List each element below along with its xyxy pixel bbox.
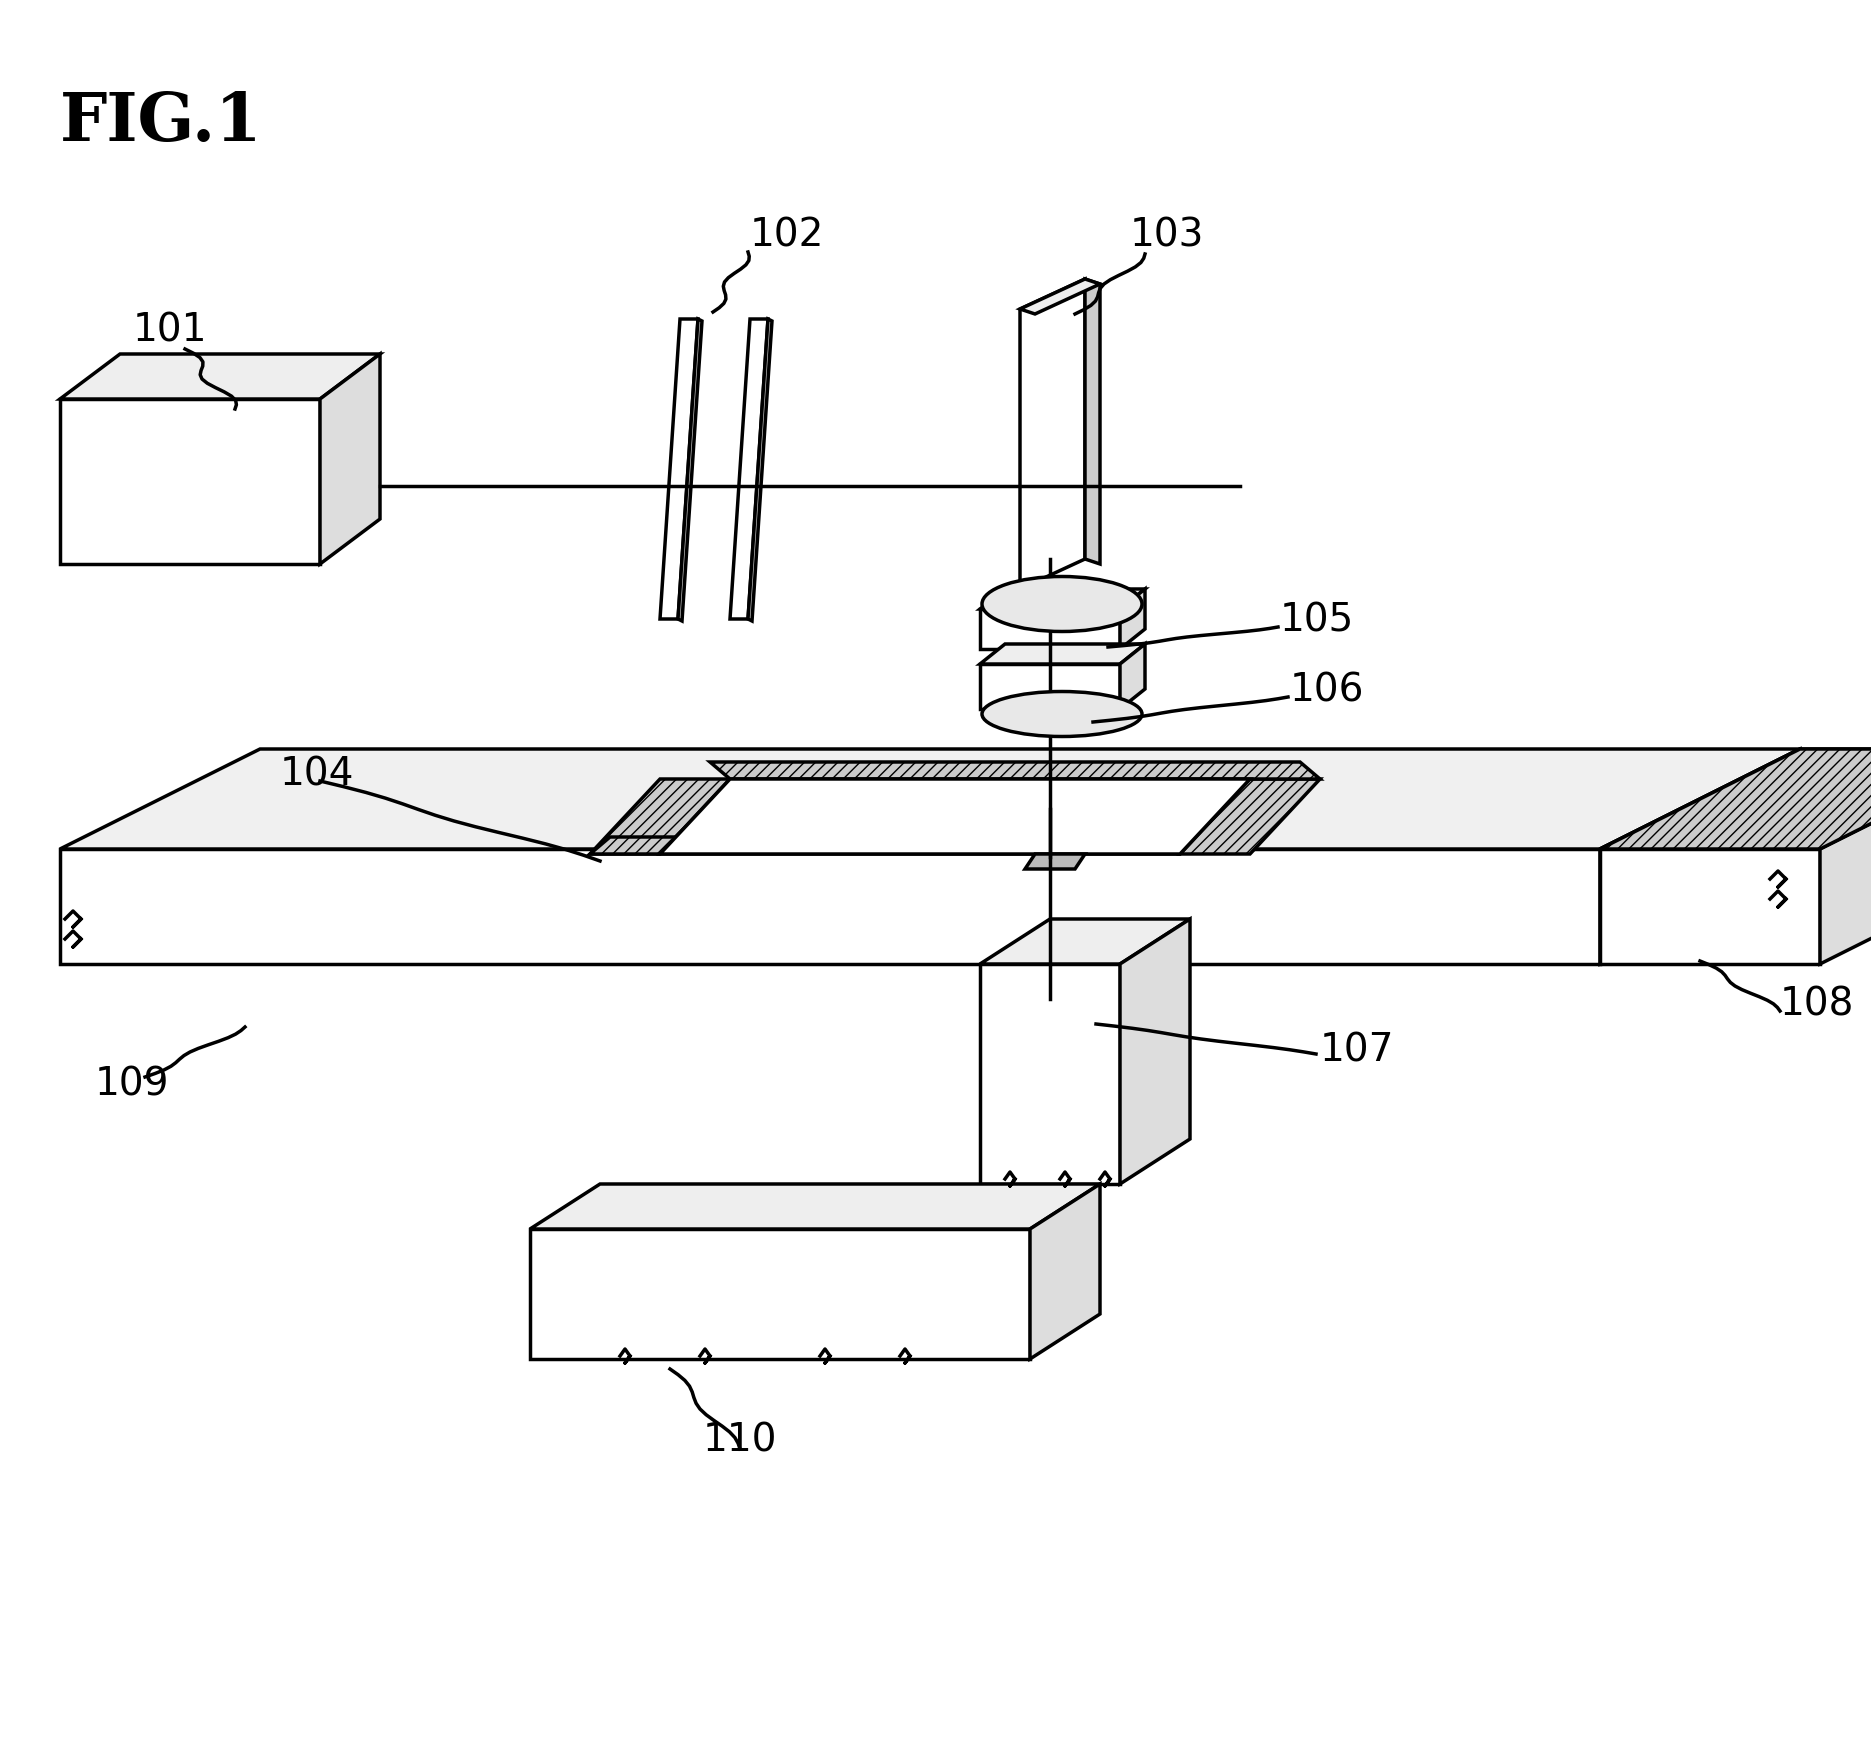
Polygon shape <box>589 780 730 854</box>
Text: 105: 105 <box>1280 602 1355 639</box>
Text: 107: 107 <box>1321 1030 1394 1069</box>
Text: 109: 109 <box>95 1065 170 1102</box>
Polygon shape <box>1820 750 1871 965</box>
Ellipse shape <box>982 577 1141 632</box>
Polygon shape <box>1020 280 1085 589</box>
Text: 101: 101 <box>133 310 208 349</box>
Polygon shape <box>660 319 698 619</box>
Polygon shape <box>1600 750 1871 850</box>
Polygon shape <box>1600 850 1820 965</box>
Polygon shape <box>660 780 1250 854</box>
Polygon shape <box>1085 280 1100 564</box>
Polygon shape <box>980 589 1145 610</box>
Polygon shape <box>980 610 1121 649</box>
Text: 104: 104 <box>281 755 354 794</box>
Polygon shape <box>320 355 380 564</box>
Polygon shape <box>980 919 1190 965</box>
Polygon shape <box>980 665 1121 709</box>
Polygon shape <box>980 644 1145 665</box>
Text: 108: 108 <box>1779 986 1854 1023</box>
Polygon shape <box>677 319 702 621</box>
Polygon shape <box>60 355 380 400</box>
Polygon shape <box>1181 780 1321 854</box>
Text: FIG.1: FIG.1 <box>60 90 262 155</box>
Polygon shape <box>709 762 1321 780</box>
Text: 106: 106 <box>1289 670 1364 709</box>
Polygon shape <box>1121 589 1145 649</box>
Polygon shape <box>1600 750 1800 965</box>
Text: 110: 110 <box>703 1420 776 1459</box>
Polygon shape <box>1121 644 1145 709</box>
Polygon shape <box>1020 280 1100 314</box>
Polygon shape <box>589 838 1199 854</box>
Polygon shape <box>1031 1184 1100 1360</box>
Polygon shape <box>1025 854 1085 870</box>
Polygon shape <box>529 1230 1031 1360</box>
Text: 103: 103 <box>1130 215 1205 254</box>
Ellipse shape <box>982 691 1141 737</box>
Polygon shape <box>1121 919 1190 1184</box>
Polygon shape <box>529 1184 1100 1230</box>
Polygon shape <box>60 850 1600 965</box>
Polygon shape <box>60 750 1800 850</box>
Polygon shape <box>980 965 1121 1184</box>
Polygon shape <box>1600 750 1871 850</box>
Text: 102: 102 <box>750 215 825 254</box>
Polygon shape <box>60 400 320 564</box>
Polygon shape <box>748 319 773 621</box>
Polygon shape <box>730 319 767 619</box>
